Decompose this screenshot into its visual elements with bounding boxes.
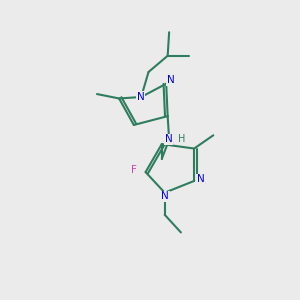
Text: N: N [165,134,172,144]
Text: F: F [131,165,137,175]
Text: N: N [161,191,169,201]
Text: N: N [167,75,175,85]
Text: H: H [178,134,185,143]
Text: N: N [197,174,205,184]
Text: N: N [137,92,145,102]
